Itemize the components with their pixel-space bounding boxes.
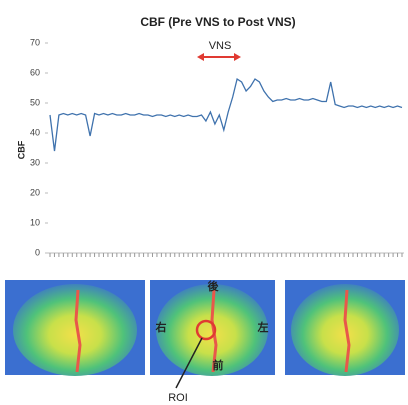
heat-region — [291, 284, 399, 376]
roi-label: ROI — [168, 392, 188, 404]
direction-label: 右 — [155, 320, 167, 334]
direction-label: 前 — [213, 358, 224, 372]
y-axis-label: CBF — [16, 140, 26, 159]
thermal-images — [5, 280, 405, 389]
y-tick-label: 50 — [30, 97, 40, 107]
vessel — [74, 289, 82, 373]
roi-pointer — [175, 337, 203, 389]
y-tick-label: 0 — [35, 247, 40, 257]
y-tick-label: 60 — [30, 67, 40, 77]
heat-region — [13, 284, 137, 376]
direction-label: 後 — [208, 279, 220, 293]
vessel — [343, 289, 351, 373]
y-tick-label: 30 — [30, 157, 40, 167]
y-tick-label: 40 — [30, 127, 40, 137]
heat-region — [156, 284, 268, 376]
y-tick-label: 20 — [30, 187, 40, 197]
direction-label: 左 — [257, 320, 269, 334]
y-tick-label: 70 — [30, 37, 40, 47]
y-tick-label: 10 — [30, 217, 40, 227]
annotation-arrow — [197, 53, 241, 61]
chart-title: CBF (Pre VNS to Post VNS) — [140, 15, 295, 29]
data-line — [49, 77, 403, 152]
annotation: VNS — [209, 40, 232, 52]
roi-circle — [195, 319, 217, 341]
